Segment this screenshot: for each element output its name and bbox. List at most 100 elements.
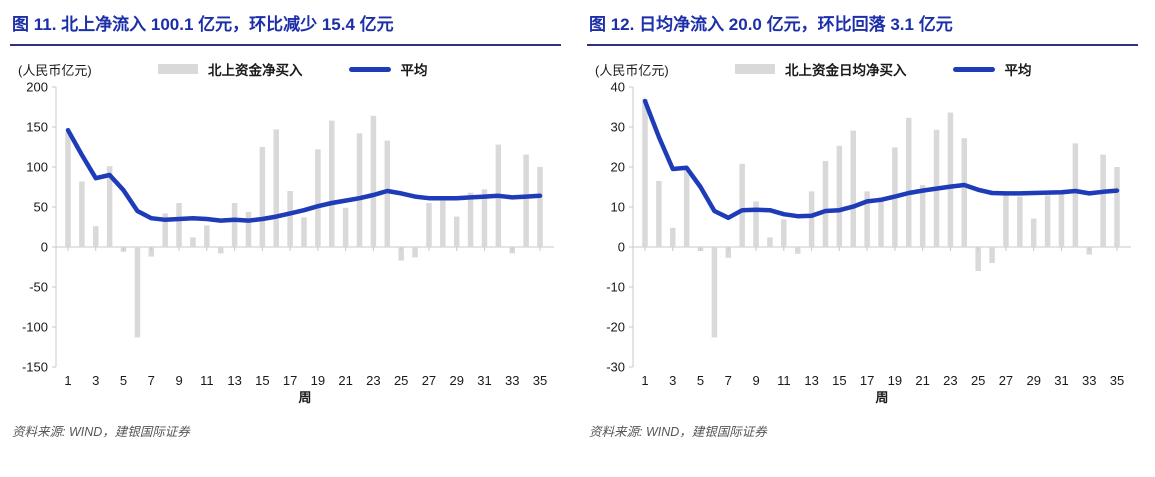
bar-week-17	[287, 191, 293, 248]
x-tick-label: 23	[943, 373, 957, 388]
x-axis-title: 周	[298, 390, 311, 405]
bar-week-12	[794, 247, 801, 255]
bar-week-4	[683, 166, 690, 248]
bar-week-6	[711, 247, 718, 338]
bar-week-14	[822, 161, 829, 248]
x-tick-label: 19	[888, 373, 902, 388]
x-tick-label: 17	[283, 373, 297, 388]
bar-week-25	[398, 247, 404, 261]
x-tick-label: 27	[999, 373, 1013, 388]
bar-week-11	[204, 225, 210, 248]
bar-week-25	[975, 247, 981, 272]
average-line	[65, 128, 543, 224]
y-tick-label: 0	[618, 240, 625, 255]
y-axis-unit-label: (人民币亿元)	[18, 62, 92, 78]
bar-week-29	[453, 216, 460, 248]
bar-week-32	[1072, 143, 1079, 248]
x-tick-label: 29	[449, 373, 463, 388]
bar-week-2	[656, 181, 662, 248]
legend-item-bar-series: 北上资金净买入	[158, 59, 303, 79]
x-tick-label: 19	[311, 373, 325, 388]
figure-11-source-note: 资料来源: WIND，建银国际证券	[12, 425, 190, 440]
x-tick-label: 25	[971, 373, 985, 388]
bar-week-4	[106, 166, 113, 248]
bar-week-28	[440, 200, 446, 248]
legend-item-line-series: 平均	[348, 59, 428, 79]
x-tick-label: 33	[1082, 373, 1096, 388]
bar-week-24	[961, 138, 968, 248]
y-tick-label: 0	[41, 240, 48, 255]
x-tick-label: 9	[175, 373, 182, 388]
bar-week-19	[315, 149, 321, 248]
x-tick-label: 17	[860, 373, 874, 388]
y-tick-label: 10	[611, 200, 625, 215]
bar-week-23	[370, 116, 377, 248]
y-tick-label: 20	[611, 160, 625, 175]
figure-12-panel: 图 12. 日均净流入 20.0 亿元，环比回落 3.1 亿元 (人民币亿元) …	[577, 0, 1154, 440]
bar-week-31	[1058, 193, 1065, 248]
bar-week-34	[523, 154, 529, 248]
x-tick-label: 15	[255, 373, 269, 388]
x-tick-label: 3	[92, 373, 99, 388]
x-tick-label: 7	[725, 373, 732, 388]
bar-week-26	[989, 247, 995, 264]
figure-12-header: (人民币亿元) 北上资金日均净买入 平均	[595, 59, 1138, 79]
bar-swatch-icon	[735, 64, 775, 75]
bar-week-35	[1114, 167, 1120, 248]
y-axis-unit-label: (人民币亿元)	[595, 62, 669, 78]
y-tick-label: -50	[29, 280, 48, 295]
x-tick-label: 23	[366, 373, 380, 388]
figure-11-panel: 图 11. 北上净流入 100.1 亿元，环比减少 15.4 亿元 (人民币亿元…	[0, 0, 577, 440]
bar-week-23	[947, 112, 954, 248]
bar-week-14	[245, 212, 252, 248]
bar-week-31	[481, 189, 488, 248]
legend-label: 北上资金净买入	[208, 63, 303, 79]
bar-week-3	[670, 228, 676, 248]
legend-label: 平均	[400, 63, 428, 79]
bar-week-1	[65, 132, 71, 248]
bar-week-7	[725, 247, 732, 259]
bar-week-26	[412, 247, 418, 258]
x-tick-label: 15	[832, 373, 846, 388]
bar-week-20	[906, 118, 912, 248]
figure-12-source-note: 资料来源: WIND，建银国际证券	[589, 425, 767, 440]
bar-week-16	[850, 130, 856, 248]
y-tick-label: -10	[606, 280, 625, 295]
legend-label: 平均	[1004, 63, 1032, 79]
bar-week-27	[426, 203, 432, 248]
figure-11-title: 图 11. 北上净流入 100.1 亿元，环比减少 15.4 亿元	[10, 12, 561, 47]
x-tick-label: 7	[148, 373, 155, 388]
x-tick-label: 25	[394, 373, 408, 388]
bar-week-10	[767, 237, 773, 248]
x-tick-label: 5	[120, 373, 127, 388]
bar-week-35	[537, 167, 543, 248]
line-swatch-icon	[952, 66, 995, 72]
bar-week-28	[1017, 196, 1023, 248]
bar-week-12	[217, 247, 224, 254]
bar-week-27	[1003, 195, 1009, 248]
bar-week-30	[467, 192, 474, 248]
bar-week-22	[356, 133, 363, 248]
x-tick-label: 35	[533, 373, 547, 388]
x-tick-label: 21	[338, 373, 352, 388]
bar-week-13	[231, 203, 238, 248]
bar-week-9	[176, 203, 182, 248]
line-swatch-icon	[348, 66, 391, 72]
x-tick-label: 31	[1054, 373, 1068, 388]
bar-week-21	[919, 185, 926, 248]
y-tick-label: 50	[34, 200, 48, 215]
x-tick-label: 11	[777, 373, 791, 388]
bar-week-7	[148, 247, 155, 257]
legend-item-line-series: 平均	[952, 59, 1032, 79]
x-tick-label: 9	[752, 373, 759, 388]
bar-week-30	[1044, 195, 1051, 248]
y-tick-label: -30	[606, 360, 625, 375]
y-tick-label: 40	[611, 81, 625, 95]
bar-week-13	[808, 191, 815, 248]
report-figures-row: 图 11. 北上净流入 100.1 亿元，环比减少 15.4 亿元 (人民币亿元…	[0, 0, 1154, 440]
x-tick-label: 35	[1110, 373, 1124, 388]
x-tick-label: 3	[669, 373, 676, 388]
bar-week-8	[162, 213, 168, 248]
bar-week-1	[642, 99, 648, 248]
